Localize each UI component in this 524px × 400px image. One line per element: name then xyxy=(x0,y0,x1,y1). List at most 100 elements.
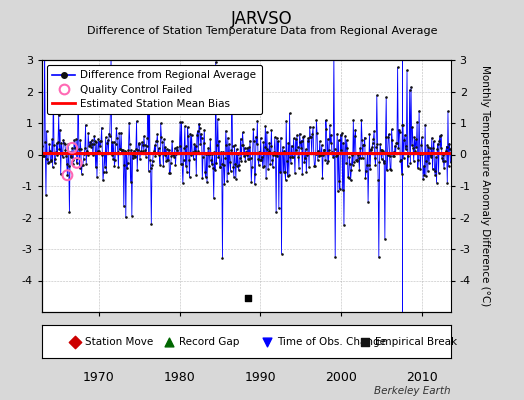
Point xyxy=(363,162,371,168)
Point xyxy=(321,156,329,163)
Point xyxy=(439,158,447,164)
Point xyxy=(386,166,395,172)
Point xyxy=(307,134,315,140)
Point xyxy=(269,164,277,170)
Point xyxy=(368,140,377,146)
Point xyxy=(326,140,335,146)
Point xyxy=(159,150,167,156)
Point xyxy=(407,84,415,90)
Point xyxy=(318,174,326,181)
Point xyxy=(85,142,94,148)
Point xyxy=(217,148,225,155)
Point xyxy=(39,153,48,160)
Point xyxy=(283,173,292,180)
Point xyxy=(289,153,297,160)
Point xyxy=(151,152,159,159)
Point xyxy=(236,136,245,142)
Point xyxy=(272,209,280,216)
Point xyxy=(355,166,364,173)
Point xyxy=(292,147,300,154)
Point xyxy=(246,137,254,144)
Point xyxy=(367,146,375,153)
Text: Time of Obs. Change: Time of Obs. Change xyxy=(277,337,386,346)
Point xyxy=(137,150,146,156)
Point xyxy=(145,168,153,174)
Point xyxy=(171,145,179,152)
Point xyxy=(162,146,171,153)
Point xyxy=(61,140,69,147)
Point xyxy=(102,168,111,175)
Point xyxy=(435,138,443,144)
Point xyxy=(167,160,175,166)
Point xyxy=(406,87,414,93)
Point xyxy=(324,136,332,142)
Point xyxy=(277,134,285,141)
Point xyxy=(329,154,337,160)
Point xyxy=(47,157,55,164)
Point xyxy=(403,67,411,74)
Point xyxy=(295,165,303,171)
Point xyxy=(399,122,407,128)
Point xyxy=(116,146,125,152)
Point xyxy=(43,156,51,162)
Point xyxy=(298,137,306,144)
Point xyxy=(438,154,446,161)
Point xyxy=(334,188,342,194)
Point xyxy=(421,121,429,128)
Point xyxy=(107,52,115,59)
Point xyxy=(422,173,430,179)
Point xyxy=(189,149,197,156)
Point xyxy=(342,160,350,166)
Point xyxy=(98,152,106,158)
Point xyxy=(124,147,133,153)
Point xyxy=(105,133,114,140)
Point xyxy=(152,138,161,144)
Point xyxy=(427,152,435,158)
Point xyxy=(182,143,190,149)
Point xyxy=(267,143,275,150)
Point xyxy=(231,142,239,148)
Point xyxy=(107,152,116,158)
Point xyxy=(73,160,81,166)
Point xyxy=(122,149,130,155)
Point xyxy=(170,154,178,160)
Point xyxy=(195,125,204,131)
Point xyxy=(104,150,113,156)
Point xyxy=(179,157,188,164)
Point xyxy=(143,143,151,149)
Point xyxy=(243,145,252,151)
Point xyxy=(90,141,98,147)
Point xyxy=(351,127,359,133)
Point xyxy=(394,145,402,152)
Point xyxy=(416,151,424,158)
Point xyxy=(160,136,168,142)
Point xyxy=(382,94,390,101)
Point xyxy=(133,118,141,124)
Point xyxy=(183,168,191,175)
Point xyxy=(134,140,143,146)
Point xyxy=(276,168,285,175)
Point xyxy=(227,147,235,154)
Point xyxy=(303,152,311,158)
Point xyxy=(270,134,279,141)
Point xyxy=(251,171,259,177)
Point xyxy=(176,143,184,149)
Point xyxy=(349,117,357,123)
Point xyxy=(225,141,233,148)
Point xyxy=(279,169,288,175)
Point xyxy=(138,142,147,148)
Point xyxy=(95,138,104,144)
Point xyxy=(194,148,202,154)
Point xyxy=(83,147,91,154)
Point xyxy=(105,130,113,137)
Point xyxy=(73,154,82,161)
Point xyxy=(164,156,172,163)
Point xyxy=(250,138,258,144)
Point xyxy=(372,162,380,168)
Point xyxy=(342,137,351,143)
Point xyxy=(269,152,278,158)
Point xyxy=(42,192,50,198)
Point xyxy=(198,175,206,181)
Point xyxy=(81,145,89,151)
Point xyxy=(202,174,210,180)
